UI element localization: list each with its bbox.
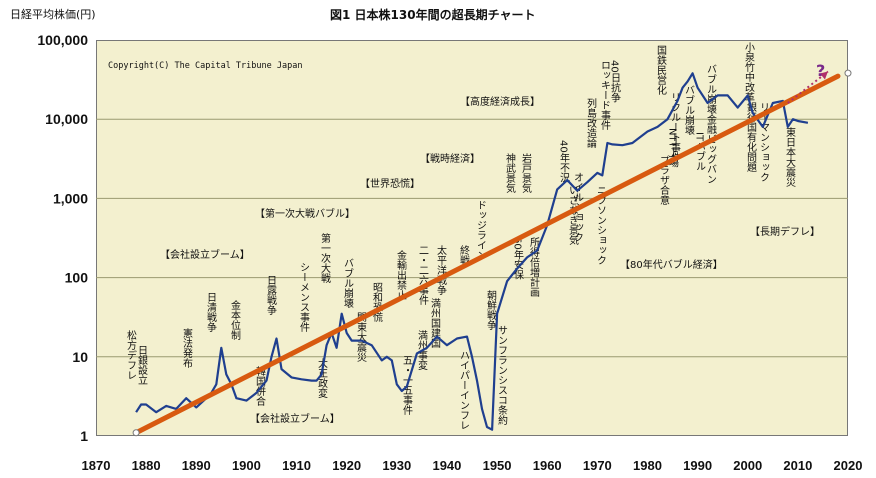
- y-tick-label: 10,000: [45, 111, 88, 127]
- y-tick-label: 100,000: [37, 32, 88, 48]
- event-label: 銀行国有化問題: [745, 101, 757, 172]
- projection-arrow: [787, 70, 829, 104]
- event-label: 満州国建国: [429, 298, 441, 349]
- event-label: 二・二六事件: [417, 245, 429, 306]
- trend-layer: ?: [132, 61, 852, 437]
- event-label: 国鉄民営化: [655, 45, 667, 95]
- event-label: サンフランシスコ条約: [496, 325, 508, 426]
- event-label: バブル崩壊: [342, 258, 354, 309]
- trend-line: [133, 73, 841, 436]
- projection-question-mark: ?: [816, 61, 825, 80]
- event-label: 東日本大震災: [784, 126, 796, 187]
- event-label: ニクソンショック: [595, 185, 606, 265]
- x-tick-label: 2000: [733, 458, 762, 473]
- era-label: 【長期デフレ】: [750, 225, 820, 238]
- event-label: 日清戦争: [205, 292, 217, 333]
- event-label: 金輸出禁止: [395, 249, 407, 300]
- x-tick-label: 2020: [834, 458, 863, 473]
- x-tick-label: 1990: [683, 458, 712, 473]
- event-label: ハイパーインフレ: [458, 350, 470, 430]
- grid-layer: [96, 118, 848, 358]
- event-label: 日銀設立: [136, 345, 148, 385]
- y-tick-label: 10: [72, 349, 88, 365]
- era-label: 【会社設立ブーム】: [250, 412, 340, 425]
- series-layer: [135, 72, 809, 431]
- event-label: 列島改造論: [585, 97, 597, 149]
- event-label: 60年安保: [512, 237, 524, 281]
- x-tick-label: 1930: [382, 458, 411, 473]
- annotation-layer: Copyright(C) The Capital Tribune Japan 【…: [108, 42, 820, 430]
- x-tick-label: 1910: [282, 458, 311, 473]
- event-label: 小泉竹中改革: [743, 42, 755, 102]
- event-label: 憲法発布: [181, 327, 193, 369]
- copyright-text: Copyright(C) The Capital Tribune Japan: [108, 61, 302, 71]
- event-label: 第一次大戦: [319, 232, 331, 284]
- event-label: 終戦: [458, 244, 470, 266]
- event-label: 40年不況: [558, 140, 570, 184]
- era-label: 【世界恐慌】: [360, 178, 420, 190]
- x-tick-label: 2010: [783, 458, 812, 473]
- x-tick-label: 1940: [432, 458, 461, 473]
- x-tick-label: 1900: [232, 458, 261, 473]
- era-label: 【高度経済成長】: [460, 95, 540, 108]
- y-tick-label: 1: [80, 428, 88, 444]
- event-label: バブル崩壊: [705, 64, 717, 115]
- event-label: ITバブル: [694, 132, 706, 171]
- event-label: 韓国併合: [254, 366, 266, 407]
- event-label: 40日抗争: [609, 60, 621, 104]
- chart-title: 図1 日本株130年間の超長期チャート: [330, 8, 536, 22]
- event-label: 岩戸景気: [520, 152, 532, 194]
- event-label: 松方デフレ: [125, 329, 137, 380]
- x-tick-label: 1870: [82, 458, 111, 473]
- era-label: 【80年代バブル経済】: [620, 258, 723, 271]
- x-tick-label: 1960: [533, 458, 562, 473]
- event-label: 太平洋戦争: [435, 244, 447, 296]
- event-label: 金本位制: [229, 299, 241, 340]
- era-label: 【会社設立ブーム】: [160, 248, 250, 261]
- trend-end-marker: [844, 69, 852, 77]
- event-label: 朝鮮戦争: [485, 290, 497, 331]
- x-tick-label: 1880: [132, 458, 161, 473]
- projection-arrowhead: [819, 71, 828, 80]
- event-label: シーメンス事件: [298, 262, 310, 333]
- x-tick-label: 1920: [332, 458, 361, 473]
- event-label: リーマンショック: [758, 102, 769, 182]
- event-label: 所得倍増計画: [528, 237, 540, 298]
- y-tick-label: 100: [65, 270, 89, 286]
- x-tick-label: 1980: [633, 458, 662, 473]
- event-label: 日露戦争: [265, 275, 277, 316]
- trend-start-marker: [132, 429, 140, 437]
- event-label: 金融ビッグバン: [705, 113, 717, 184]
- era-label: 【第一次大戦バブル】: [255, 207, 355, 220]
- event-label: バブル崩壊: [683, 85, 695, 136]
- unit-label: 日経平均株価(円): [10, 8, 96, 21]
- x-tick-label: 1950: [483, 458, 512, 473]
- era-label: 【戦時経済】: [420, 152, 480, 165]
- x-tick-label: 1890: [182, 458, 211, 473]
- tick-layer: 1 10 100 1,000 10,000 100,000 1870 1880 1890 1900…: [37, 32, 862, 473]
- event-label: ロッキード事件: [599, 60, 611, 131]
- event-label: いざなぎ景気: [567, 185, 579, 246]
- nikkei-series-line: [135, 72, 809, 431]
- x-tick-label: 1970: [583, 458, 612, 473]
- plot-area: [96, 40, 848, 436]
- y-tick-label: 1,000: [53, 190, 88, 206]
- event-label: 大正政変: [316, 357, 328, 399]
- event-label: ドッジライン: [475, 200, 487, 260]
- event-label: 昭和恐慌: [371, 282, 383, 323]
- event-label: 関東大震災: [355, 312, 367, 362]
- event-label: 神武景気: [504, 152, 516, 194]
